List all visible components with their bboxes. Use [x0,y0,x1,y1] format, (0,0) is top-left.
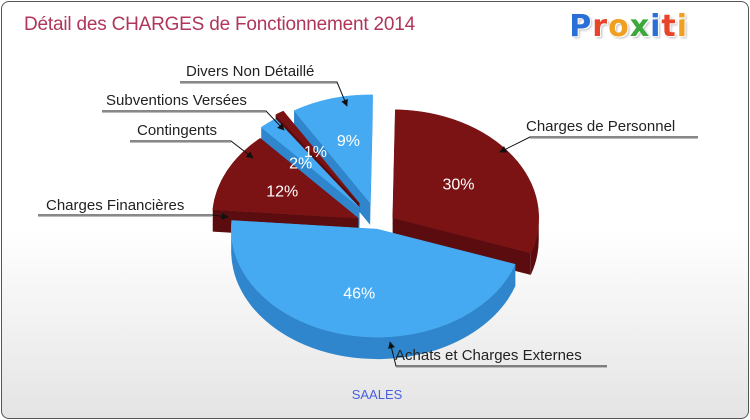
pct-label: 1% [304,144,327,161]
pie-tops [212,94,539,338]
callout-line [130,140,254,159]
pct-label: 2% [289,156,312,173]
logo-letter: r [592,9,609,44]
callout-line [102,110,285,131]
logo-letter: i [676,9,688,44]
slice-label: Charges de Personnel [526,118,675,135]
commune-name: SAALES [351,387,403,402]
pct-label: 9% [337,133,360,150]
logo-letter: x [629,9,651,44]
proxiti-logo: Proxiti [569,9,688,44]
callout-line [180,81,348,107]
slice-label: Contingents [137,122,217,139]
slice-label: Charges Financières [46,197,184,214]
pie-slice-top [293,94,373,204]
pct-label: 46% [343,286,375,303]
pie-slice-side [231,229,516,360]
logo-letter: P [569,9,593,44]
pie-slice-top [230,220,516,338]
slice-label: Achats et Charges Externes [395,347,582,364]
slice-label: Subventions Versées [106,92,247,109]
callout-line [499,136,698,153]
logo-letter: i [650,9,662,44]
chart-title: Détail des CHARGES de Fonctionnement 201… [24,14,416,35]
pct-label: 12% [266,184,298,201]
pie-slice-top [392,109,539,254]
logo-letter: o [608,9,630,44]
pie-slice-side [530,217,539,275]
callout-line [388,341,607,367]
pie-slice-top [260,118,360,208]
pct-label: 30% [443,177,475,194]
pie-slice-top [275,110,360,204]
logo-letter: t [661,9,677,44]
slice-label: Divers Non Détaillé [186,63,314,80]
callout-line [38,212,229,220]
